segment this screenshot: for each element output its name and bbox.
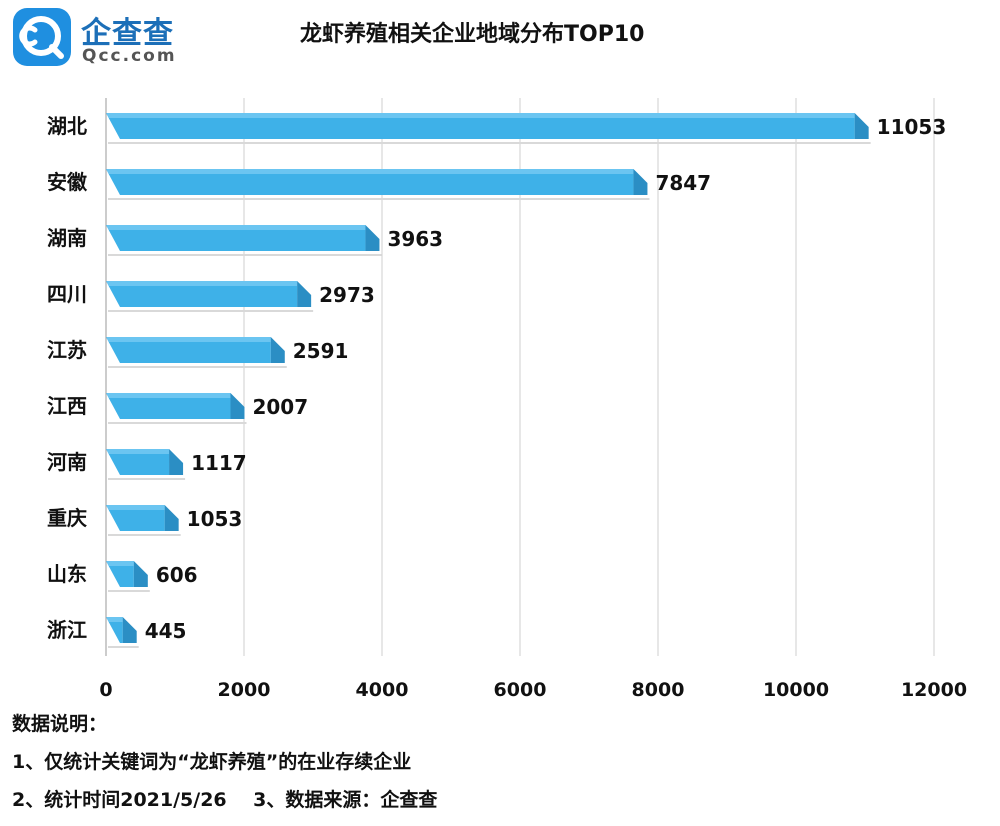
- bar-side: [133, 561, 148, 587]
- bar-highlight: [106, 169, 634, 174]
- x-tick-label: 0: [99, 679, 112, 701]
- bar-highlight: [106, 225, 366, 230]
- qcc-magnifier-logo-icon: [13, 8, 71, 66]
- bar-shadow: [108, 478, 186, 480]
- category-label: 重庆: [47, 506, 87, 530]
- brand-name-en: Qcc.com: [82, 46, 177, 66]
- bar-shadow: [108, 422, 247, 424]
- value-label: 7847: [655, 171, 711, 195]
- bar: [106, 113, 855, 139]
- bar-shadow: [108, 646, 139, 648]
- bar: [106, 281, 298, 307]
- bar-highlight: [106, 281, 298, 286]
- category-label: 湖北: [47, 114, 87, 138]
- bar: [106, 169, 634, 195]
- category-label: 山东: [47, 562, 87, 586]
- bar: [106, 393, 231, 419]
- bar-side: [230, 393, 245, 419]
- bar-shadow: [108, 142, 871, 144]
- category-label: 江西: [47, 394, 87, 418]
- brand-name-cn: 企查查: [81, 16, 174, 51]
- x-tick-label: 6000: [494, 679, 547, 701]
- x-tick-label: 4000: [356, 679, 409, 701]
- bar-side: [122, 617, 137, 643]
- x-tick-label: 12000: [901, 679, 967, 701]
- value-label: 11053: [877, 115, 947, 139]
- data-notes: 数据说明： 1、仅统计关键词为“龙虾养殖”的在业存续企业 2、统计时间2021/…: [12, 712, 437, 826]
- category-label: 江苏: [47, 338, 87, 362]
- value-label: 1053: [187, 507, 243, 531]
- category-label: 安徽: [47, 170, 88, 194]
- value-label: 2973: [319, 283, 375, 307]
- bar-shadow: [108, 254, 382, 256]
- bar-side: [633, 169, 648, 195]
- bar-shadow: [108, 366, 287, 368]
- bar-highlight: [106, 113, 855, 118]
- bar-shadow: [108, 590, 150, 592]
- bar-highlight: [106, 617, 123, 622]
- bar-side: [854, 113, 869, 139]
- bar-shadow: [108, 310, 314, 312]
- x-tick-label: 10000: [763, 679, 829, 701]
- note-line-1: 1、仅统计关键词为“龙虾养殖”的在业存续企业: [12, 751, 412, 773]
- category-label: 河南: [47, 450, 87, 474]
- bar-side: [270, 337, 285, 363]
- bar-highlight: [106, 449, 170, 454]
- x-tick-label: 2000: [218, 679, 271, 701]
- x-tick-label: 8000: [632, 679, 685, 701]
- bar: [106, 337, 271, 363]
- category-label: 四川: [47, 282, 87, 306]
- value-label: 3963: [387, 227, 443, 251]
- category-label: 浙江: [47, 618, 87, 642]
- bar-chart: 0 2000 4000 6000 8000 10000 12000 湖北 11053 安徽 7847…: [47, 98, 967, 701]
- bar-shadow: [108, 534, 181, 536]
- value-label: 2591: [293, 339, 349, 363]
- bar-side: [297, 281, 312, 307]
- bar: [106, 225, 366, 251]
- bar-highlight: [106, 505, 165, 510]
- bar-highlight: [106, 393, 231, 398]
- bar-side: [169, 449, 184, 475]
- bar: [106, 617, 123, 643]
- bar-side: [164, 505, 179, 531]
- value-label: 445: [145, 619, 187, 643]
- bar-side: [365, 225, 380, 251]
- bar-highlight: [106, 561, 134, 566]
- bar: [106, 561, 134, 587]
- value-label: 2007: [252, 395, 308, 419]
- bar-highlight: [106, 337, 271, 342]
- bar: [106, 449, 170, 475]
- notes-heading: 数据说明：: [12, 713, 108, 735]
- value-label: 1117: [191, 451, 247, 475]
- chart-title: 龙虾养殖相关企业地域分布TOP10: [300, 22, 645, 47]
- bar: [106, 505, 165, 531]
- note-line-2: 2、统计时间2021/5/26 3、数据来源：企查查: [12, 789, 438, 811]
- value-label: 606: [156, 563, 198, 587]
- category-label: 湖南: [47, 226, 87, 250]
- bar-shadow: [108, 198, 650, 200]
- brand-logo: 企查查 Qcc.com: [11, 6, 201, 68]
